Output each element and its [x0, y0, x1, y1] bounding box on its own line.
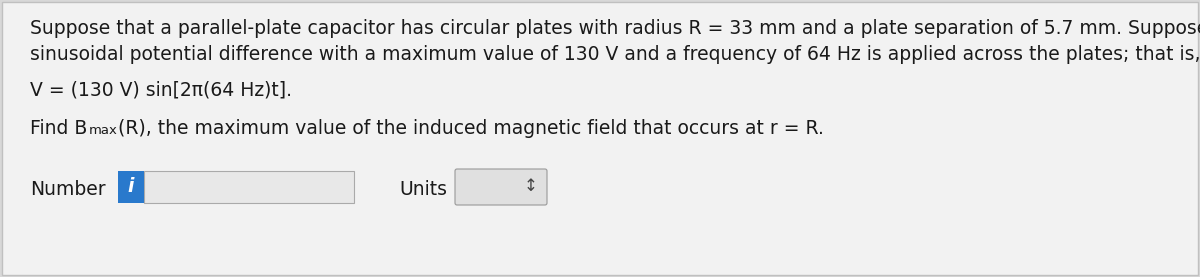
FancyBboxPatch shape	[118, 171, 144, 203]
FancyBboxPatch shape	[144, 171, 354, 203]
Text: Suppose that a parallel-plate capacitor has circular plates with radius R = 33 m: Suppose that a parallel-plate capacitor …	[30, 19, 1200, 38]
Text: Units: Units	[398, 180, 446, 199]
Text: max: max	[89, 124, 118, 137]
Text: ↕: ↕	[524, 177, 538, 195]
FancyBboxPatch shape	[455, 169, 547, 205]
Text: Number: Number	[30, 180, 106, 199]
Text: V = (130 V) sin[2π(64 Hz)t].: V = (130 V) sin[2π(64 Hz)t].	[30, 81, 292, 100]
Text: sinusoidal potential difference with a maximum value of 130 V and a frequency of: sinusoidal potential difference with a m…	[30, 45, 1200, 64]
Text: i: i	[128, 176, 134, 196]
Text: Find B: Find B	[30, 119, 88, 138]
Text: (R), the maximum value of the induced magnetic field that occurs at r = R.: (R), the maximum value of the induced ma…	[119, 119, 824, 138]
